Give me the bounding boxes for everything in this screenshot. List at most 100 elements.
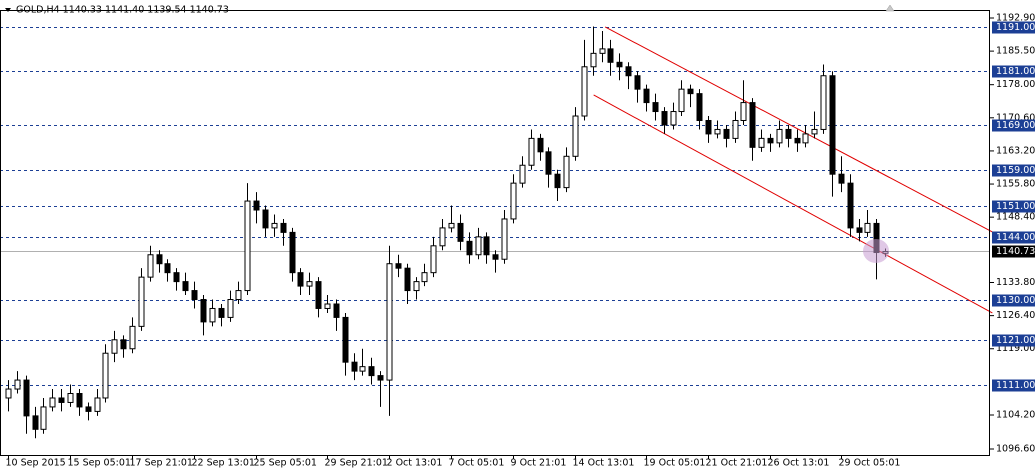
level-label-box (992, 164, 1035, 177)
plot-area (0, 26, 993, 439)
candle-body (537, 137, 544, 153)
x-tick-label: 29 Oct 05:01 (839, 458, 901, 469)
candle-body (58, 397, 65, 403)
candle-body (510, 182, 517, 220)
level-label: 1130.00 (996, 295, 1035, 306)
y-tick-label: 1178.00 (996, 79, 1035, 90)
candle-body (289, 231, 296, 274)
candle-body (430, 245, 437, 274)
candle-body (554, 173, 561, 189)
candle-body (501, 218, 508, 260)
x-tick-label: 26 Oct 13:01 (768, 458, 830, 469)
candle-body (581, 66, 588, 117)
x-tick-label: 22 Sep 13:01 (192, 458, 255, 469)
candle-body (102, 352, 109, 399)
candle-body (661, 111, 668, 126)
candle-body (776, 128, 783, 144)
candle-body (421, 272, 428, 283)
candle-body (599, 48, 606, 54)
x-tick-label: 21 Oct 21:01 (706, 458, 768, 469)
y-tick-label: 1163.20 (996, 145, 1035, 156)
x-tick-label: 25 Sep 05:01 (254, 458, 317, 469)
candle-body (271, 222, 278, 229)
candle-body (749, 102, 756, 148)
candle-body (723, 128, 730, 139)
candle-body (634, 75, 641, 90)
candle-body (856, 227, 863, 233)
y-tick-label: 1155.80 (996, 179, 1035, 190)
x-tick-label: 14 Oct 13:01 (573, 458, 635, 469)
candle-body (359, 366, 366, 372)
candle-body (297, 272, 304, 287)
candle-body (377, 375, 384, 381)
y-tick-label: 1096.60 (996, 444, 1035, 455)
candle-body (191, 290, 198, 301)
candle-body (227, 299, 234, 318)
candle-body (209, 307, 216, 323)
y-tick-label: 1192.90 (996, 12, 1035, 23)
candle-body (182, 281, 189, 292)
candle-body (732, 119, 739, 139)
candle-body (138, 276, 145, 327)
candle-body (173, 272, 180, 283)
x-tick-label: 17 Sep 21:01 (130, 458, 193, 469)
trendline (593, 94, 993, 314)
candle-body (23, 379, 30, 417)
y-tick-label: 1133.80 (996, 277, 1035, 288)
candle-body (404, 267, 411, 292)
candle-body (253, 200, 260, 211)
y-tick-label: 1170.60 (996, 112, 1035, 123)
candle-body (785, 128, 792, 139)
candle-body (14, 379, 21, 390)
candle-body (67, 393, 74, 403)
level-label-box (992, 21, 1035, 34)
menu-arrow (5, 8, 11, 12)
candle-body (528, 137, 535, 166)
price-label: 1140.73 (996, 246, 1035, 257)
candle-body (758, 137, 765, 148)
price-label-box (992, 245, 1035, 258)
candle-body (306, 281, 313, 287)
candle-body (448, 222, 455, 229)
highlight-circle (863, 239, 889, 263)
x-tick-label: 10 Sep 2015 (6, 458, 66, 469)
candle-body (572, 115, 579, 157)
candle-body (767, 137, 774, 144)
level-label: 1144.00 (996, 232, 1035, 243)
candle-body (714, 128, 721, 135)
x-tick-label: 29 Sep 21:01 (325, 458, 388, 469)
chart-header: GOLD,H4 1140.33 1141.40 1139.54 1140.73 (16, 5, 229, 16)
level-label-box (992, 119, 1035, 132)
candle-body (413, 281, 420, 292)
candle-body (616, 61, 623, 68)
level-label: 1151.00 (996, 201, 1035, 212)
y-tick-label: 1148.40 (996, 212, 1035, 223)
x-tick-label: 7 Oct 05:01 (449, 458, 505, 469)
candle-body (829, 75, 836, 175)
level-label: 1159.00 (996, 165, 1035, 176)
candle-body (94, 397, 101, 412)
candle-body (590, 52, 597, 68)
candle-body (5, 388, 12, 399)
candle-body (120, 339, 127, 350)
candle-body (545, 151, 552, 175)
candle-body (32, 415, 39, 430)
level-label-box (992, 294, 1035, 307)
candle-body (439, 227, 446, 247)
candle-body (687, 88, 694, 95)
candle-body (164, 263, 171, 274)
candle-body (519, 164, 526, 184)
candle-body (351, 361, 358, 372)
candle-body (607, 48, 614, 63)
level-label: 1111.00 (996, 380, 1035, 391)
candle-body (563, 155, 570, 189)
candle-body (483, 236, 490, 256)
y-tick-label: 1119.00 (996, 343, 1035, 354)
candle-body (156, 254, 163, 265)
candle-body (847, 182, 854, 229)
level-label-box (992, 200, 1035, 213)
candle-body (678, 88, 685, 113)
candle-body (280, 222, 287, 233)
